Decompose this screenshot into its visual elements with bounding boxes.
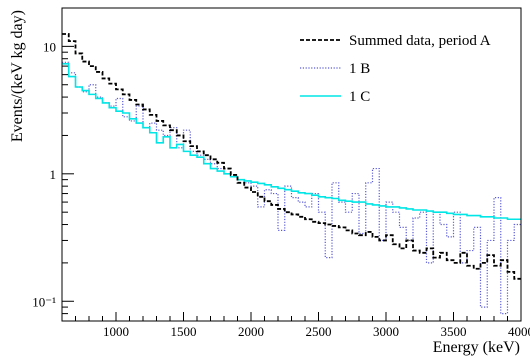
legend-label-1c: 1 C <box>349 89 370 105</box>
y-axis-title: Events/(keV kg day) <box>9 10 26 142</box>
x-tick-label: 2000 <box>238 324 264 339</box>
legend: Summed data, period A 1 B 1 C <box>292 26 518 108</box>
x-tick-label: 2500 <box>306 324 332 339</box>
y-tick-label: 10⁻¹ <box>32 294 56 309</box>
ticks-layer: 1000 1500 2000 2500 3000 3500 4000 10⁻¹ 1 10 <box>32 39 530 339</box>
x-tick-label: 4000 <box>508 324 530 339</box>
legend-label-1b: 1 B <box>349 61 370 77</box>
series-line-0 <box>62 33 521 280</box>
y-tick-label: 1 <box>50 167 57 182</box>
y-tick-label: 10 <box>43 39 56 54</box>
x-tick-label: 1000 <box>103 324 129 339</box>
legend-label-summed-data: Summed data, period A <box>349 33 491 49</box>
series-line-2 <box>62 62 521 221</box>
legend-background <box>292 26 518 108</box>
x-tick-label: 3500 <box>441 324 467 339</box>
x-tick-label: 1500 <box>171 324 197 339</box>
series-layer <box>62 33 521 315</box>
x-tick-label: 3000 <box>373 324 399 339</box>
x-axis-title: Energy (keV) <box>433 339 520 356</box>
